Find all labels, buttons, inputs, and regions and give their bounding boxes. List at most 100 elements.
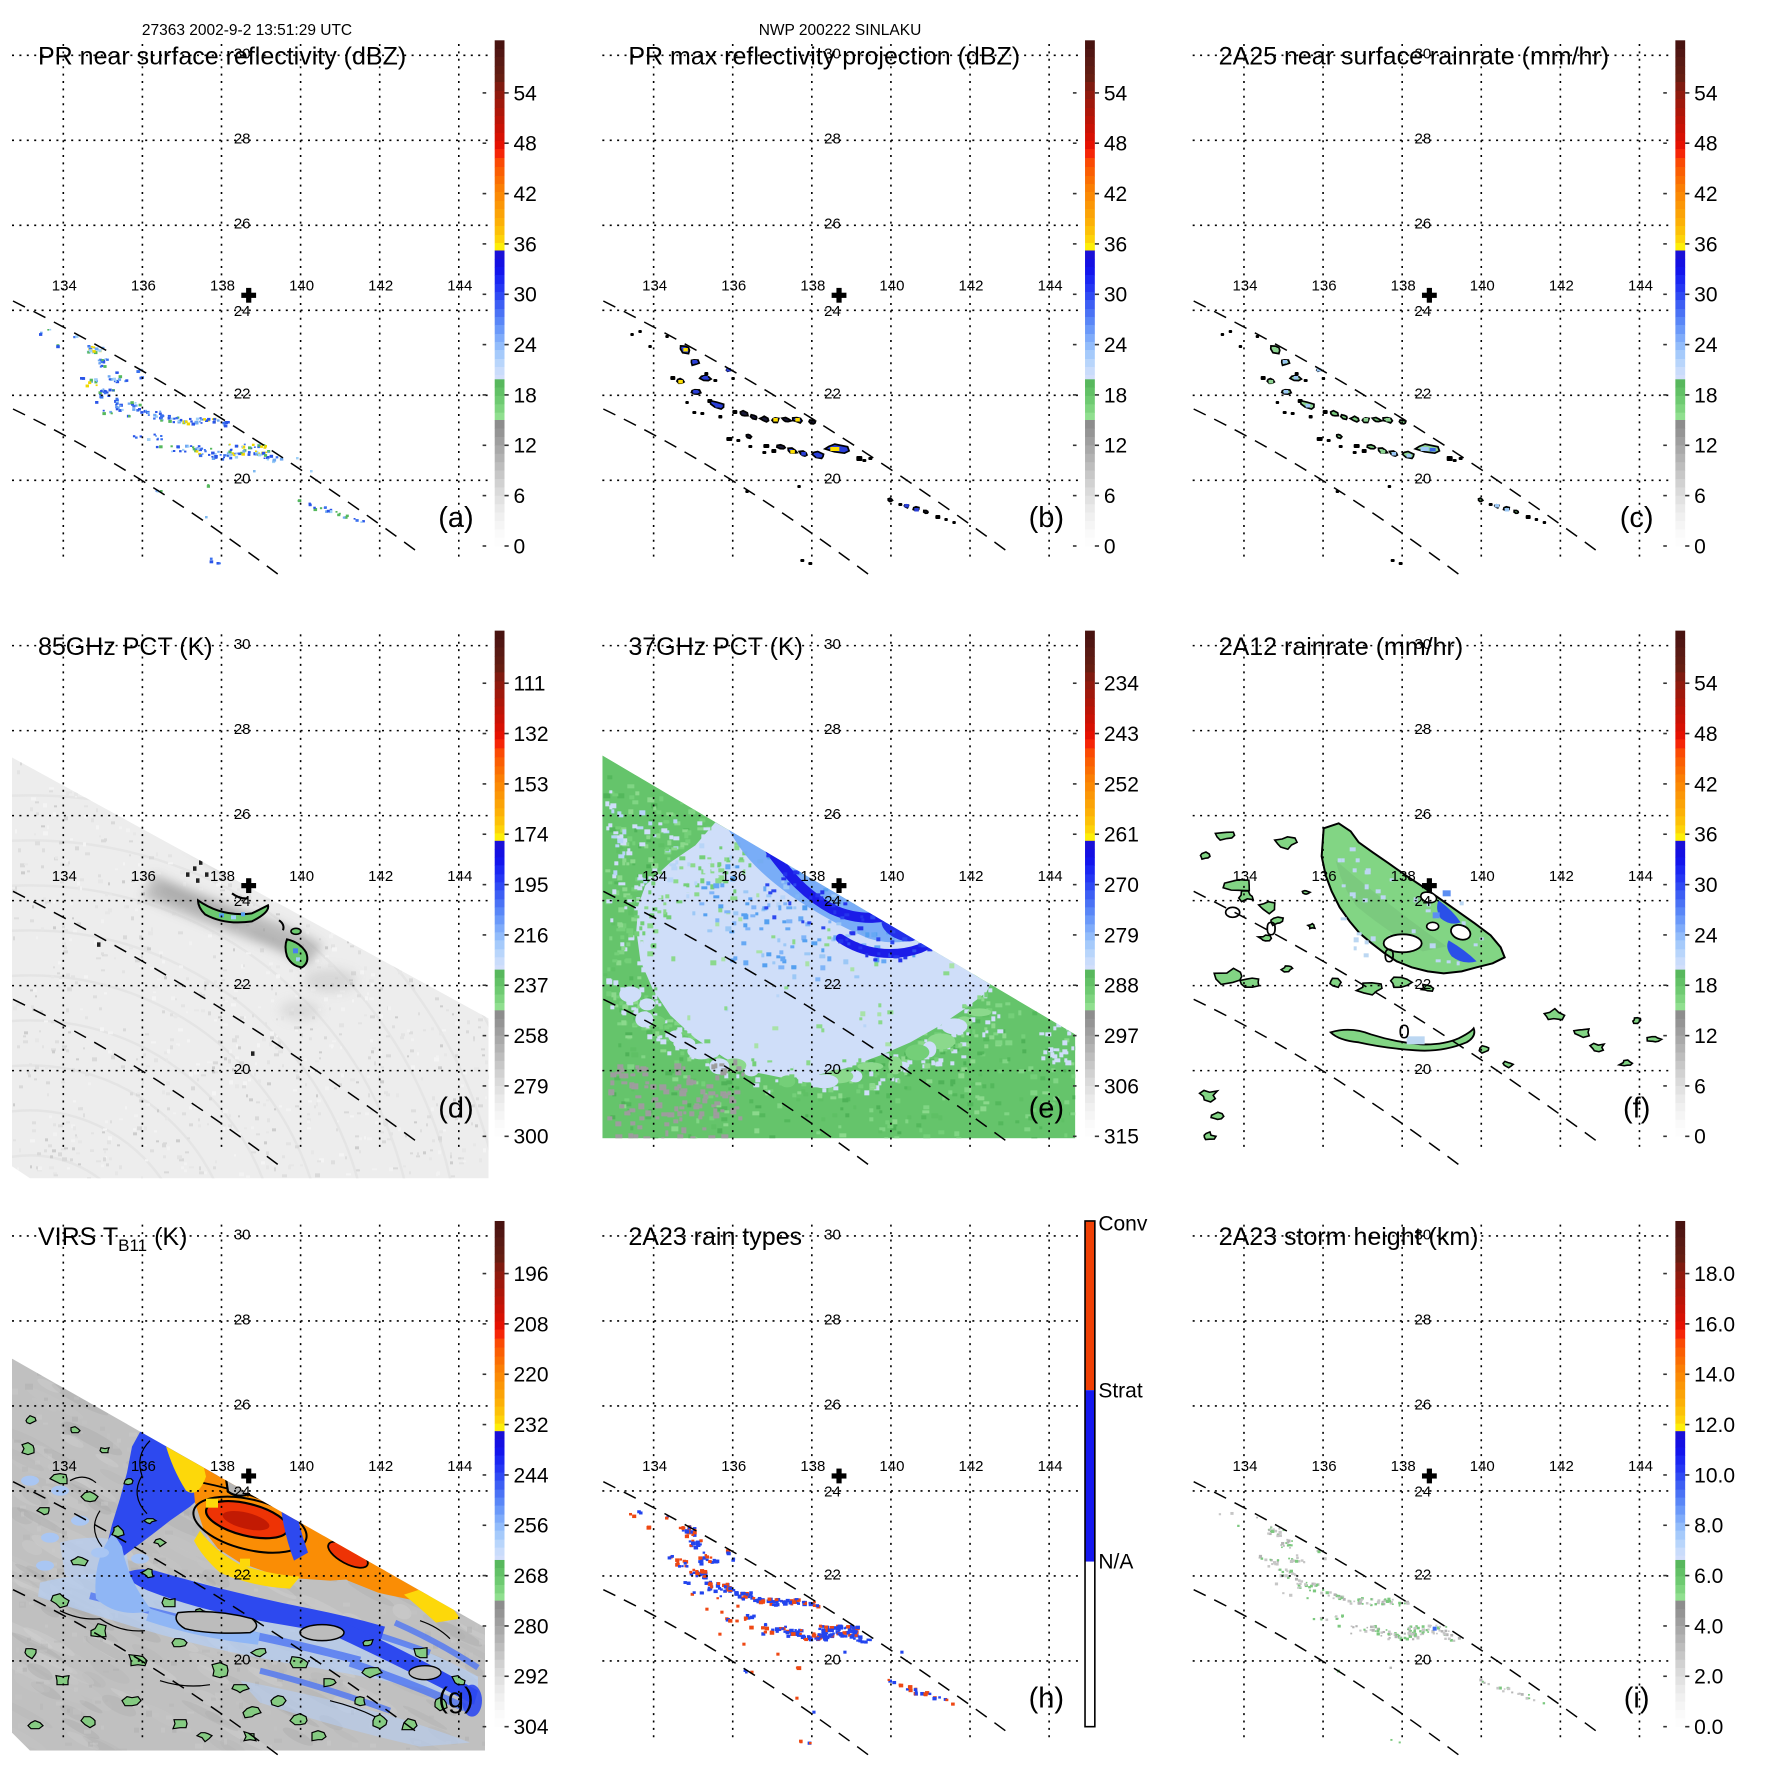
svg-text:22: 22 (1414, 386, 1431, 403)
svg-text:24: 24 (1694, 334, 1718, 357)
svg-text:42: 42 (1694, 183, 1717, 206)
svg-text:136: 136 (1312, 868, 1337, 885)
svg-text:20: 20 (1414, 1061, 1431, 1078)
svg-text:134: 134 (52, 1458, 77, 1475)
svg-text:144: 144 (1038, 278, 1063, 295)
svg-text:144: 144 (1628, 278, 1653, 295)
svg-text:144: 144 (447, 278, 472, 295)
svg-text:0: 0 (514, 535, 526, 558)
svg-text:132: 132 (514, 723, 549, 746)
svg-text:(g): (g) (438, 1683, 473, 1715)
svg-text:134: 134 (52, 278, 77, 295)
svg-text:18: 18 (1694, 975, 1717, 998)
svg-text:196: 196 (514, 1263, 549, 1286)
svg-text:136: 136 (721, 868, 746, 885)
svg-text:134: 134 (52, 868, 77, 885)
svg-text:28: 28 (1414, 721, 1431, 738)
svg-text:111: 111 (514, 673, 546, 696)
svg-text:142: 142 (959, 278, 984, 295)
svg-text:54: 54 (1694, 673, 1718, 696)
svg-text:142: 142 (368, 868, 393, 885)
svg-text:0: 0 (1266, 918, 1277, 940)
svg-text:22: 22 (824, 386, 841, 403)
svg-text:12: 12 (1694, 435, 1717, 458)
svg-text:20: 20 (234, 1061, 251, 1078)
svg-text:18: 18 (514, 384, 537, 407)
svg-text:234: 234 (1104, 673, 1139, 696)
svg-text:30: 30 (1104, 284, 1127, 307)
svg-text:54: 54 (1104, 82, 1128, 105)
svg-text:20: 20 (824, 1061, 841, 1078)
svg-text:24: 24 (234, 303, 251, 320)
svg-text:22: 22 (1414, 976, 1431, 993)
svg-text:297: 297 (1104, 1025, 1139, 1048)
svg-text:24: 24 (234, 893, 251, 910)
svg-text:0: 0 (1104, 535, 1116, 558)
svg-text:144: 144 (1038, 868, 1063, 885)
svg-text:18: 18 (1694, 384, 1717, 407)
svg-text:142: 142 (959, 868, 984, 885)
svg-text:140: 140 (879, 278, 904, 295)
svg-text:54: 54 (514, 82, 538, 105)
svg-text:48: 48 (1694, 723, 1717, 746)
svg-text:28: 28 (824, 131, 841, 148)
svg-text:136: 136 (1312, 278, 1337, 295)
svg-text:48: 48 (1694, 133, 1717, 156)
svg-text:0: 0 (1399, 1021, 1410, 1043)
svg-text:26: 26 (1414, 806, 1431, 823)
svg-text:220: 220 (514, 1364, 549, 1387)
svg-text:138: 138 (210, 1458, 235, 1475)
svg-text:244: 244 (514, 1464, 549, 1487)
svg-text:22: 22 (824, 976, 841, 993)
svg-text:304: 304 (514, 1716, 549, 1739)
svg-text:24: 24 (514, 334, 538, 357)
svg-text:30: 30 (1414, 46, 1431, 63)
svg-text:28: 28 (824, 721, 841, 738)
svg-text:28: 28 (234, 1311, 251, 1328)
svg-text:37GHz PCT (K): 37GHz PCT (K) (628, 633, 803, 661)
svg-text:232: 232 (514, 1414, 549, 1437)
svg-text:PR max reflectivity projection: PR max reflectivity projection (dBZ) (628, 43, 1020, 71)
svg-text:36: 36 (1694, 233, 1717, 256)
svg-text:140: 140 (289, 278, 314, 295)
svg-text:(e): (e) (1029, 1092, 1064, 1124)
svg-text:PR near surface reflectivity (: PR near surface reflectivity (dBZ) (38, 43, 406, 71)
svg-text:42: 42 (514, 183, 537, 206)
svg-text:20: 20 (1414, 471, 1431, 488)
svg-text:6: 6 (514, 485, 526, 508)
svg-text:22: 22 (234, 386, 251, 403)
svg-text:30: 30 (824, 636, 841, 653)
svg-text:258: 258 (514, 1025, 549, 1048)
svg-text:138: 138 (800, 278, 825, 295)
svg-text:138: 138 (800, 868, 825, 885)
svg-text:140: 140 (1470, 868, 1495, 885)
svg-text:6: 6 (1104, 485, 1116, 508)
svg-text:136: 136 (131, 868, 156, 885)
svg-text:24: 24 (1694, 924, 1718, 947)
svg-text:20: 20 (824, 471, 841, 488)
svg-text:138: 138 (210, 868, 235, 885)
svg-text:140: 140 (879, 868, 904, 885)
svg-text:36: 36 (1694, 824, 1717, 847)
svg-text:22: 22 (234, 1566, 251, 1583)
svg-text:(b): (b) (1029, 502, 1064, 534)
svg-text:153: 153 (514, 773, 549, 796)
svg-text:261: 261 (1104, 824, 1139, 847)
svg-text:30: 30 (1414, 636, 1431, 653)
svg-text:243: 243 (1104, 723, 1139, 746)
svg-text:0: 0 (1694, 1126, 1706, 1149)
svg-text:268: 268 (514, 1565, 549, 1588)
svg-text:134: 134 (642, 868, 667, 885)
svg-text:144: 144 (1628, 868, 1653, 885)
svg-text:306: 306 (1104, 1075, 1139, 1098)
svg-text:36: 36 (514, 233, 537, 256)
svg-text:42: 42 (1104, 183, 1127, 206)
svg-text:30: 30 (824, 46, 841, 63)
svg-text:134: 134 (1232, 278, 1257, 295)
svg-text:140: 140 (289, 868, 314, 885)
svg-text:315: 315 (1104, 1126, 1139, 1149)
svg-text:142: 142 (1549, 278, 1574, 295)
svg-text:237: 237 (514, 975, 549, 998)
svg-text:279: 279 (1104, 924, 1139, 947)
svg-text:28: 28 (234, 131, 251, 148)
